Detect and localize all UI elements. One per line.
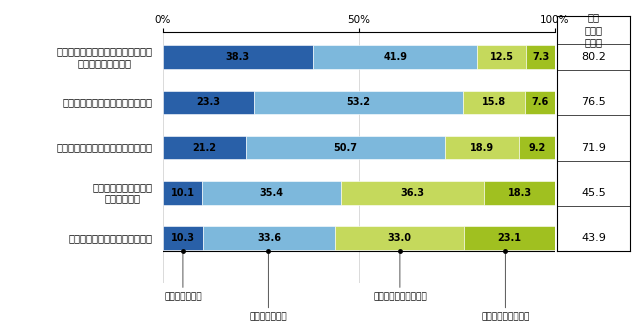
Text: 33.0: 33.0	[388, 233, 412, 243]
Bar	[445, 136, 519, 159]
Text: 41.9: 41.9	[383, 52, 407, 62]
Text: 7.6: 7.6	[531, 97, 549, 107]
Text: 76.5: 76.5	[581, 97, 606, 107]
Bar	[163, 45, 313, 69]
Text: 53.2: 53.2	[346, 97, 371, 107]
Text: 71.9: 71.9	[581, 143, 606, 153]
Bar	[246, 136, 445, 159]
Bar	[464, 226, 555, 250]
Bar	[477, 45, 526, 69]
Bar	[163, 136, 246, 159]
Bar	[313, 45, 477, 69]
Text: やや導入したい: やや導入したい	[249, 313, 287, 322]
Bar	[526, 45, 555, 69]
Bar	[519, 136, 555, 159]
Text: 10.1: 10.1	[170, 188, 195, 198]
Bar	[203, 226, 335, 250]
Bar	[163, 181, 202, 204]
Text: 38.3: 38.3	[226, 52, 250, 62]
Text: 21.2: 21.2	[192, 143, 216, 153]
Text: 是非導入したい: 是非導入したい	[164, 292, 202, 301]
Text: 10.3: 10.3	[171, 233, 195, 243]
Bar	[335, 226, 464, 250]
Bar	[163, 90, 254, 114]
Text: 12.5: 12.5	[490, 52, 514, 62]
Bar	[254, 90, 463, 114]
Bar	[463, 90, 525, 114]
Text: 15.8: 15.8	[482, 97, 506, 107]
Text: 50.7: 50.7	[333, 143, 357, 153]
Text: 80.2: 80.2	[581, 52, 606, 62]
Text: 7.3: 7.3	[532, 52, 549, 62]
Text: 9.2: 9.2	[528, 143, 545, 153]
Text: 23.3: 23.3	[197, 97, 220, 107]
Text: 18.9: 18.9	[470, 143, 494, 153]
Bar	[163, 226, 203, 250]
Text: 36.3: 36.3	[401, 188, 424, 198]
Text: 23.1: 23.1	[498, 233, 522, 243]
Bar	[525, 90, 554, 114]
Text: 33.6: 33.6	[257, 233, 281, 243]
Text: 導入
したい
（計）: 導入 したい （計）	[584, 13, 603, 47]
Text: 18.3: 18.3	[507, 188, 531, 198]
Text: 43.9: 43.9	[581, 233, 606, 243]
Text: 45.5: 45.5	[581, 188, 606, 198]
Text: 35.4: 35.4	[260, 188, 284, 198]
Bar	[341, 181, 484, 204]
Bar	[202, 181, 341, 204]
Text: あまり導入したくない: あまり導入したくない	[373, 292, 427, 301]
Text: 全く導入したくない: 全く導入したくない	[481, 313, 530, 322]
Bar	[484, 181, 556, 204]
